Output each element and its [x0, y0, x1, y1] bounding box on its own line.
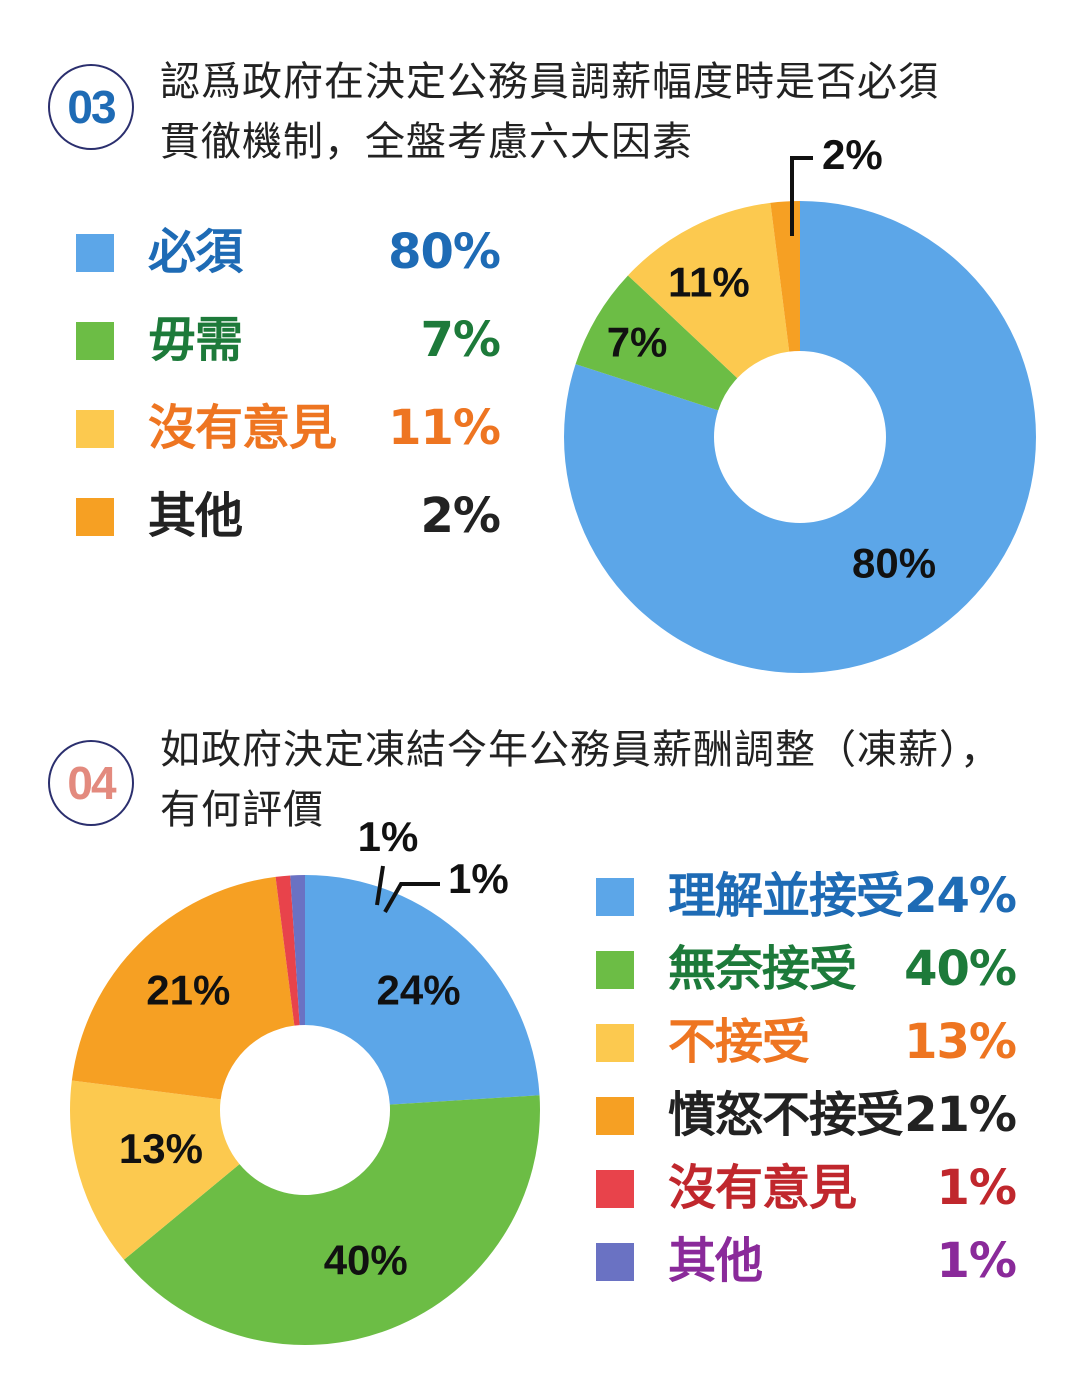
- legend-value: 80%: [388, 224, 501, 280]
- callout-line: [375, 865, 385, 906]
- legend-label: 理解並接受: [668, 868, 904, 924]
- legend-item: 沒有意見 11%: [76, 398, 501, 458]
- legend-item: 無奈接受 40%: [596, 939, 1017, 999]
- question-title-03: 認爲政府在決定公務員調薪幅度時是否必須 貫徹機制，全盤考慮六大因素: [160, 52, 939, 172]
- legend-value: 1%: [936, 1233, 1017, 1289]
- legend-label: 其他: [668, 1233, 763, 1289]
- legend-item: 其他 1%: [596, 1231, 1017, 1291]
- donut-slice: [123, 1095, 541, 1346]
- slice-label: 80%: [852, 540, 936, 587]
- legend-value: 2%: [420, 488, 501, 544]
- legend-item: 不接受 13%: [596, 1012, 1017, 1072]
- donut-slice: [575, 275, 738, 411]
- legend-swatch: [76, 234, 114, 272]
- donut-slice: [305, 875, 540, 1105]
- slice-label: 2%: [822, 131, 883, 178]
- callout-line: [383, 882, 440, 913]
- slice-label: 40%: [324, 1237, 408, 1284]
- legend-value: 24%: [904, 868, 1017, 924]
- slice-label: 7%: [607, 318, 668, 365]
- callout-line: [790, 156, 813, 236]
- legend-label: 憤怒不接受: [668, 1087, 904, 1143]
- legend-value: 13%: [904, 1014, 1017, 1070]
- donut-slice: [770, 201, 800, 352]
- legend-item: 毋需 7%: [76, 310, 501, 370]
- legend-value: 1%: [936, 1160, 1017, 1216]
- question-title-04-line2: 有何評價: [160, 787, 324, 833]
- legend-item: 理解並接受 24%: [596, 866, 1017, 926]
- legend-value: 11%: [388, 400, 501, 456]
- slice-label: 13%: [119, 1125, 203, 1172]
- question-title-04: 如政府決定凍結今年公務員薪酬調整（凍薪）， 有何評價: [160, 720, 1001, 840]
- slice-label: 11%: [668, 259, 750, 306]
- donut-slice: [71, 876, 295, 1100]
- legend-label: 沒有意見: [668, 1160, 857, 1216]
- slice-label: 1%: [448, 855, 509, 902]
- legend-item: 憤怒不接受 21%: [596, 1085, 1017, 1145]
- legend-swatch: [596, 1243, 634, 1281]
- legend-label: 毋需: [148, 312, 243, 368]
- question-title-03-line2: 貫徹機制，全盤考慮六大因素: [160, 119, 693, 165]
- legend-value: 40%: [904, 941, 1017, 997]
- legend-swatch: [76, 322, 114, 360]
- slice-label: 24%: [376, 966, 460, 1013]
- legend-label: 其他: [148, 488, 243, 544]
- question-number-badge-03: 03: [48, 64, 134, 150]
- donut-slice: [275, 875, 300, 1026]
- legend-item: 沒有意見 1%: [596, 1158, 1017, 1218]
- legend-label: 沒有意見: [148, 400, 337, 456]
- slice-label: 21%: [146, 966, 230, 1013]
- question-number-04: 04: [67, 757, 116, 809]
- question-number-03: 03: [67, 81, 116, 133]
- question-title-04-line1: 如政府決定凍結今年公務員薪酬調整（凍薪），: [160, 727, 1001, 773]
- slice-label: 1%: [358, 813, 419, 860]
- legend-label: 無奈接受: [668, 941, 857, 997]
- legend-label: 必須: [148, 224, 243, 280]
- legend-label: 不接受: [668, 1014, 810, 1070]
- question-number-badge-04: 04: [48, 740, 134, 826]
- legend-swatch: [596, 878, 634, 916]
- donut-slice: [627, 202, 790, 379]
- donut-slice: [290, 875, 305, 1026]
- legend-swatch: [76, 498, 114, 536]
- legend-swatch: [596, 1097, 634, 1135]
- donut-slice: [69, 1080, 240, 1260]
- legend-item: 必須 80%: [76, 222, 501, 282]
- question-title-03-line1: 認爲政府在決定公務員調薪幅度時是否必須: [160, 59, 939, 105]
- legend-swatch: [76, 410, 114, 448]
- legend-item: 其他 2%: [76, 486, 501, 546]
- legend-value: 21%: [904, 1087, 1017, 1143]
- legend-swatch: [596, 1170, 634, 1208]
- donut-slice: [563, 201, 1037, 673]
- legend-swatch: [596, 951, 634, 989]
- legend-swatch: [596, 1024, 634, 1062]
- legend-value: 7%: [420, 312, 501, 368]
